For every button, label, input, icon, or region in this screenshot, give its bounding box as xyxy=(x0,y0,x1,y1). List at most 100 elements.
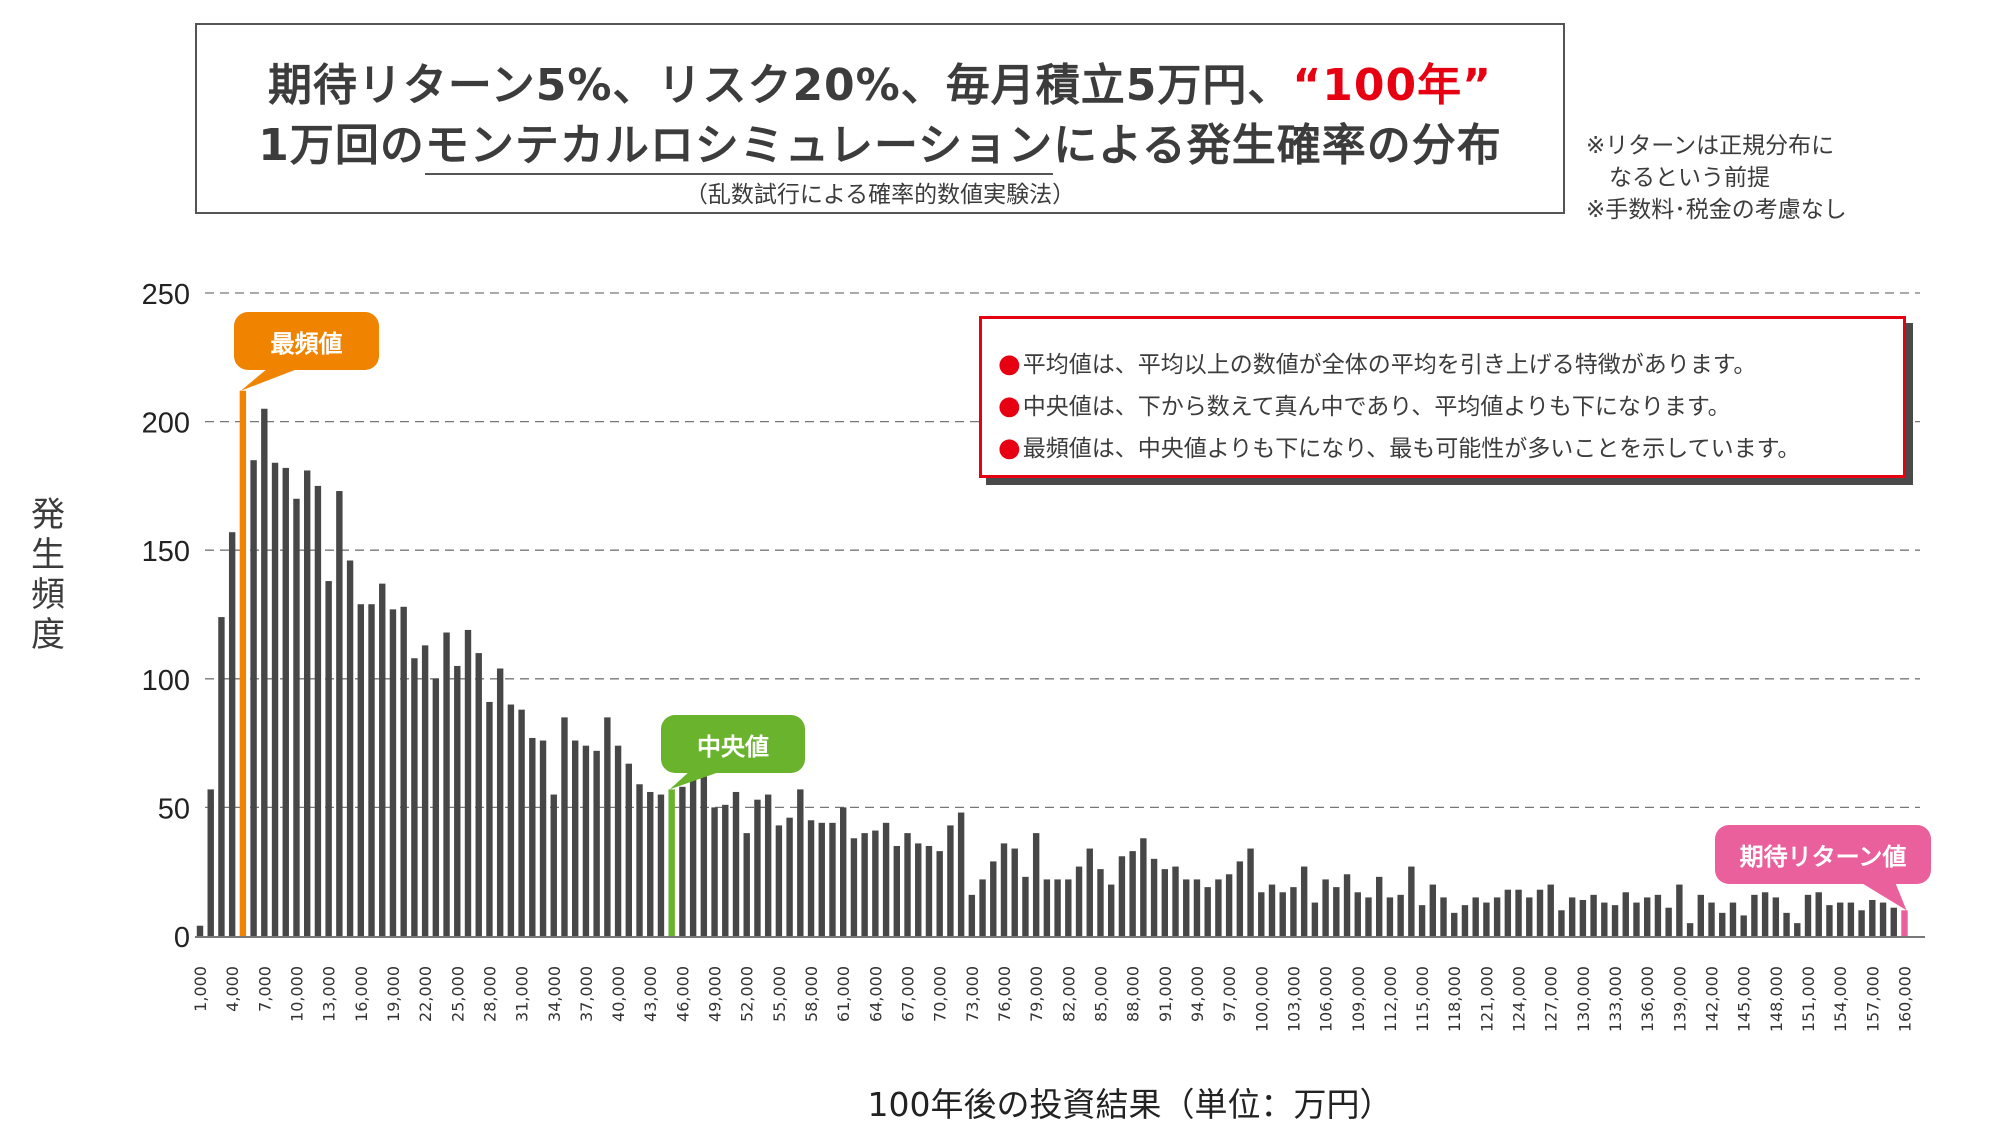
y-tick-label: 100 xyxy=(142,665,190,697)
x-tick-label: 97,000 xyxy=(1220,966,1239,1022)
x-tick-label: 136,000 xyxy=(1638,966,1657,1032)
bar xyxy=(1579,899,1587,936)
mode-bar xyxy=(239,390,247,937)
bar xyxy=(1815,892,1822,936)
bar xyxy=(1590,894,1597,936)
bar xyxy=(1622,892,1629,936)
x-tick-label: 94,000 xyxy=(1188,966,1207,1022)
bar xyxy=(1129,851,1136,936)
title-line-2-prefix: 1万回の xyxy=(258,120,425,171)
bar xyxy=(1343,874,1351,936)
bar xyxy=(582,745,590,936)
bar xyxy=(561,717,568,936)
x-tick-label: 115,000 xyxy=(1413,966,1432,1032)
subtitle: （乱数試行による確率的数値実験法） xyxy=(684,182,1076,208)
bar xyxy=(1043,879,1051,936)
x-tick-label: 154,000 xyxy=(1831,966,1850,1032)
x-tick-label: 34,000 xyxy=(545,966,564,1022)
bar xyxy=(979,879,986,936)
bar xyxy=(1451,912,1458,936)
median-bar xyxy=(668,789,675,936)
y-axis-title: 発生頻度 xyxy=(31,495,65,655)
bar xyxy=(1268,884,1276,936)
bar xyxy=(1172,866,1179,936)
expected-callout-pointer xyxy=(1860,882,1907,911)
bar xyxy=(1547,884,1554,936)
bar xyxy=(786,817,793,936)
bar xyxy=(261,408,268,936)
bar xyxy=(1483,902,1490,936)
x-tick-label: 160,000 xyxy=(1895,966,1914,1032)
x-tick-label: 37,000 xyxy=(577,966,596,1022)
bar xyxy=(936,851,943,936)
bar xyxy=(1504,889,1512,936)
bar xyxy=(1247,848,1254,936)
x-tick-label: 31,000 xyxy=(513,966,532,1022)
bar xyxy=(1397,894,1404,936)
bar xyxy=(304,470,311,936)
x-tick-label: 43,000 xyxy=(641,966,660,1022)
bar xyxy=(829,822,836,936)
bar xyxy=(454,665,461,936)
bar xyxy=(732,791,740,936)
x-tick-label: 73,000 xyxy=(963,966,982,1022)
bar xyxy=(1654,894,1662,936)
expected-return-bar xyxy=(1901,910,1908,936)
bar xyxy=(379,583,386,936)
bar xyxy=(1601,902,1608,936)
bar xyxy=(421,645,429,936)
bar xyxy=(1333,887,1340,936)
x-tick-label: 40,000 xyxy=(609,966,628,1022)
bar xyxy=(1365,897,1372,936)
x-tick-label: 58,000 xyxy=(802,966,821,1022)
y-tick-label: 0 xyxy=(174,922,190,954)
bar xyxy=(1890,907,1897,936)
bar xyxy=(496,668,504,936)
bar xyxy=(228,532,236,936)
x-axis-title: 100年後の投資結果（単位：万円） xyxy=(867,1085,1393,1124)
bar xyxy=(1032,833,1040,936)
bar xyxy=(1472,897,1479,936)
expected-return-callout: 期待リターン値 xyxy=(1715,825,1931,884)
bar xyxy=(464,629,472,936)
bar xyxy=(196,925,204,936)
bullet-icon: ● xyxy=(998,433,1021,463)
bar xyxy=(722,804,729,936)
bar xyxy=(1215,879,1222,936)
y-tick-label: 150 xyxy=(142,536,190,568)
title-line-1-text: 期待リターン5%、リスク20%、毎月積立5万円、 xyxy=(267,60,1293,111)
median-callout-pointer xyxy=(669,771,722,790)
bar xyxy=(625,763,632,936)
bar xyxy=(743,833,750,936)
bar xyxy=(400,606,407,936)
bar xyxy=(1686,923,1694,936)
bar xyxy=(207,789,214,936)
bar xyxy=(861,833,868,936)
bar xyxy=(1290,887,1297,936)
bar xyxy=(1418,905,1426,936)
bar xyxy=(647,791,654,936)
bar xyxy=(947,825,954,936)
mode-callout: 最頻値 xyxy=(234,312,379,370)
x-tick-label: 88,000 xyxy=(1124,966,1143,1022)
x-tick-label: 10,000 xyxy=(287,966,306,1022)
bar xyxy=(1022,876,1029,936)
bar xyxy=(1526,897,1533,936)
title-highlight: “100年” xyxy=(1292,60,1493,111)
bar xyxy=(1461,905,1469,936)
bar xyxy=(1611,905,1619,936)
x-tick-label: 121,000 xyxy=(1477,966,1496,1032)
x-tick-label: 19,000 xyxy=(384,966,403,1022)
bar xyxy=(882,822,890,936)
bar xyxy=(539,740,547,936)
bar xyxy=(1751,894,1758,936)
y-tick-label: 50 xyxy=(158,793,190,825)
bar xyxy=(1515,889,1522,936)
bar xyxy=(614,745,622,936)
bar xyxy=(807,820,815,936)
bar xyxy=(1225,874,1233,936)
bar xyxy=(915,843,922,936)
x-tick-label: 76,000 xyxy=(995,966,1014,1022)
bar xyxy=(1740,915,1747,936)
bullet-icon: ● xyxy=(998,391,1021,421)
